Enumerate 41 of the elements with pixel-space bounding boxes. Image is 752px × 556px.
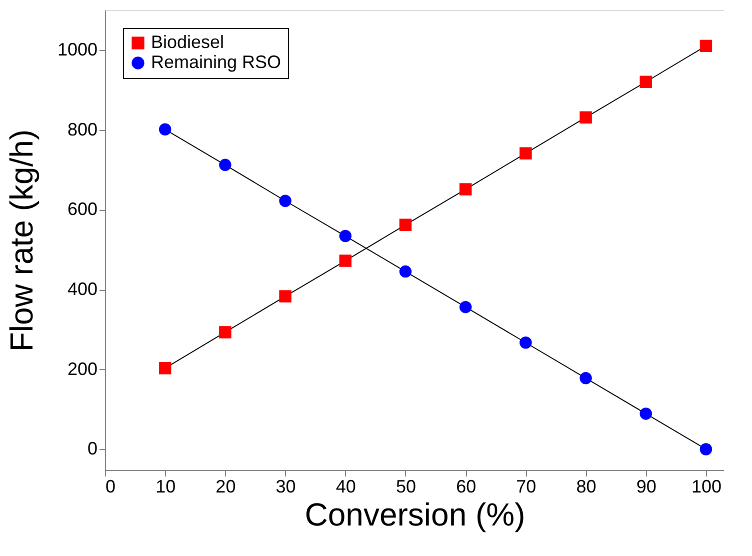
y-axis-title: Flow rate (kg/h) — [3, 129, 40, 352]
x-tick-label: 80 — [576, 476, 596, 496]
legend-label: Biodiesel — [151, 32, 224, 52]
y-tick-label: 1000 — [57, 39, 98, 60]
y-tick-label: 800 — [67, 119, 98, 140]
point — [580, 372, 592, 384]
x-tick-label: 90 — [636, 476, 656, 496]
x-tick-label: 50 — [396, 476, 416, 496]
point — [700, 443, 712, 456]
point — [700, 40, 712, 52]
y-tick-label: 400 — [67, 279, 98, 300]
point — [459, 300, 472, 314]
y-tick-label: 200 — [67, 358, 98, 379]
point — [219, 326, 232, 338]
x-tick-label: 20 — [216, 476, 236, 496]
point — [158, 123, 172, 136]
point — [520, 336, 532, 349]
point — [158, 362, 172, 374]
point — [640, 408, 652, 420]
point — [399, 218, 412, 231]
y-tick-label: 600 — [67, 199, 98, 220]
legend-label: Remaining RSO — [151, 52, 282, 72]
x-tick-label: 30 — [276, 476, 296, 496]
x-tick-label: 70 — [516, 476, 536, 496]
x-tick-label: 100 — [691, 476, 722, 496]
x-tick-label: 0 — [106, 476, 116, 496]
point — [459, 183, 472, 196]
point — [520, 147, 532, 160]
point — [640, 76, 652, 88]
point — [339, 254, 352, 267]
x-axis-title: Conversion (%) — [304, 496, 526, 532]
point — [580, 111, 592, 124]
x-tick-label: 60 — [456, 476, 476, 496]
x-tick-label: 10 — [156, 476, 176, 496]
point — [219, 158, 232, 172]
point — [279, 290, 292, 302]
point — [279, 194, 292, 207]
x-tick-label: 40 — [336, 476, 356, 496]
point — [399, 265, 412, 278]
point — [339, 230, 352, 242]
y-tick-label: 0 — [87, 438, 98, 459]
